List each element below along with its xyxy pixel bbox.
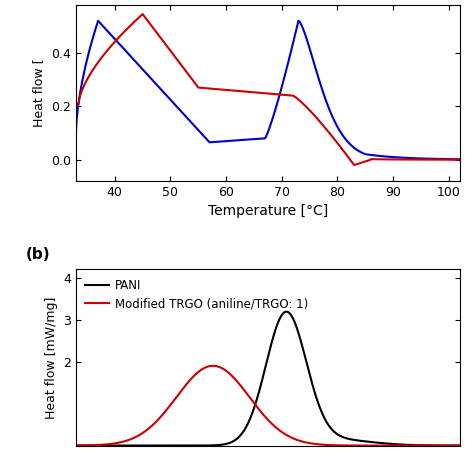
PANI (446, 443, 452, 448)
Modified TRGO (aniline/TRGO: 1): (265, 6.87e-05): 1): (265, 6.87e-05) (375, 443, 381, 448)
PANI (446, 443, 451, 448)
Modified TRGO (aniline/TRGO: 1): (100, 0.00168): 1): (100, 0.00168) (73, 443, 79, 448)
Text: (b): (b) (26, 247, 51, 262)
Modified TRGO (aniline/TRGO: 1): (304, 1.81e-09): 1): (304, 1.81e-09) (446, 443, 451, 448)
Modified TRGO (aniline/TRGO: 1): (197, 1.06): 1): (197, 1.06) (250, 398, 255, 404)
PANI (283, 309, 289, 315)
Legend: PANI, Modified TRGO (aniline/TRGO: 1): PANI, Modified TRGO (aniline/TRGO: 1) (82, 275, 311, 314)
PANI (375, 440, 381, 446)
Modified TRGO (aniline/TRGO: 1): (175, 1.9): 1): (175, 1.9) (210, 363, 216, 369)
Y-axis label: Heat flow [mW/mg]: Heat flow [mW/mg] (45, 296, 57, 419)
Line: PANI: PANI (76, 312, 460, 446)
Modified TRGO (aniline/TRGO: 1): (310, 2.43e-10): 1): (310, 2.43e-10) (457, 443, 463, 448)
Modified TRGO (aniline/TRGO: 1): (202, 0.753): 1): (202, 0.753) (260, 411, 265, 417)
Modified TRGO (aniline/TRGO: 1): (111, 0.0108): 1): (111, 0.0108) (92, 442, 98, 448)
PANI (260, 376, 265, 382)
X-axis label: Temperature [°C]: Temperature [°C] (208, 204, 328, 219)
PANI (249, 410, 255, 416)
PANI (457, 443, 463, 448)
Line: Modified TRGO (aniline/TRGO: 1): Modified TRGO (aniline/TRGO: 1) (76, 366, 460, 446)
PANI (92, 443, 98, 448)
Y-axis label: Heat flow [: Heat flow [ (32, 59, 46, 127)
Modified TRGO (aniline/TRGO: 1): (304, 1.75e-09): 1): (304, 1.75e-09) (446, 443, 452, 448)
PANI (73, 443, 79, 448)
